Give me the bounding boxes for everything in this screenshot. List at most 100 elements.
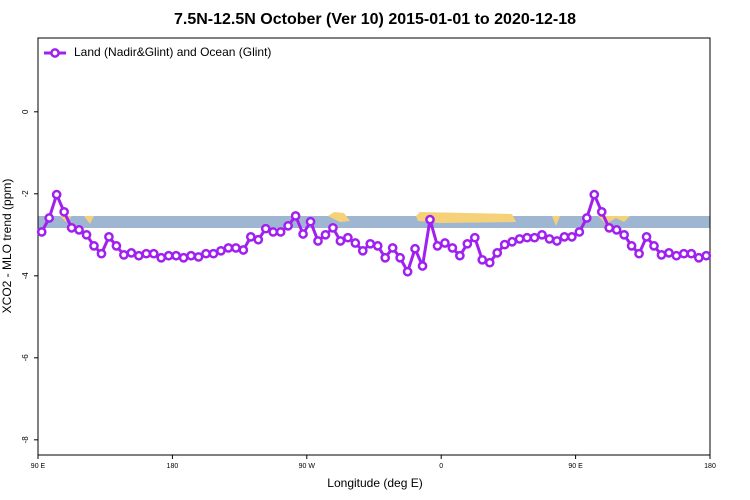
data-point [141, 248, 152, 259]
data-point [66, 222, 77, 233]
data-point [492, 248, 503, 258]
data-point [231, 243, 241, 253]
data-point [238, 245, 249, 255]
legend-marker [50, 48, 60, 58]
data-point [529, 232, 540, 243]
data-point [567, 232, 577, 242]
data-point [537, 229, 547, 240]
data-point [499, 239, 510, 250]
data-point [455, 250, 465, 261]
data-point [604, 222, 615, 233]
data-point [619, 229, 629, 240]
map-band [38, 212, 710, 228]
data-point [679, 248, 689, 259]
data-point [89, 241, 99, 251]
data-point [320, 229, 331, 240]
data-point [328, 222, 338, 233]
data-point [372, 241, 383, 251]
data-point [701, 250, 712, 261]
x-tick-label: 90 E [568, 463, 583, 470]
data-point [656, 250, 667, 260]
data-point [343, 232, 353, 243]
data-point [462, 238, 473, 249]
x-tick-label: 0 [439, 463, 443, 470]
data-point [574, 227, 585, 237]
plot-frame [37, 37, 711, 456]
data-point [417, 261, 428, 271]
data-point [283, 220, 293, 231]
data-point [447, 243, 458, 253]
data-point [507, 236, 517, 247]
data-point [425, 214, 435, 225]
data-point [74, 225, 84, 235]
data-point [634, 248, 644, 259]
data-point [410, 243, 420, 254]
data-point [111, 241, 122, 251]
y-tick-label: -2 [21, 190, 30, 198]
data-point [126, 248, 137, 258]
x-axis-label: Longitude (deg E) [327, 476, 422, 490]
land [60, 212, 630, 226]
data-point [626, 241, 637, 251]
data-point [350, 238, 361, 248]
data-point [589, 189, 600, 200]
data-point [440, 238, 450, 248]
data-point [544, 234, 555, 244]
data-point [365, 238, 376, 249]
data-point [163, 250, 174, 261]
x-tick-label: 90 W [299, 463, 316, 470]
data-point [596, 207, 607, 217]
y-tick-label: 0 [21, 109, 30, 114]
data-point [148, 248, 159, 259]
data-point [275, 227, 286, 237]
data-point [223, 243, 234, 253]
data-point [253, 234, 264, 245]
x-tick-label: 180 [704, 463, 716, 470]
data-point [693, 252, 704, 263]
data-point [119, 250, 129, 260]
chart-title: 7.5N-12.5N October (Ver 10) 2015-01-01 t… [174, 11, 576, 28]
data-point [469, 232, 480, 243]
data-point [395, 252, 405, 263]
data-point [171, 250, 181, 261]
data-point [133, 250, 144, 261]
data-point [484, 257, 495, 268]
x-tick-label: 180 [167, 463, 179, 470]
data-point [649, 241, 659, 251]
legend-label: Land (Nadir&Glint) and Ocean (Glint) [74, 45, 271, 59]
data-point [81, 229, 92, 240]
data-point [260, 223, 271, 234]
y-tick-label: -6 [21, 354, 30, 362]
y-tick-label: -8 [21, 436, 30, 444]
data-point [357, 245, 368, 256]
data-point [178, 252, 189, 263]
data-point [208, 248, 219, 259]
data-point [156, 252, 167, 263]
data-point [402, 266, 413, 277]
data-point [581, 213, 592, 223]
data-point [298, 229, 308, 239]
data-point [522, 232, 532, 243]
data-point [611, 225, 622, 235]
data-point [686, 248, 697, 259]
data-point [664, 248, 674, 258]
x-tick-label: 90 E [31, 463, 46, 470]
data-point [104, 232, 114, 242]
data-point [290, 211, 301, 221]
data-point [59, 207, 69, 217]
data-point [245, 232, 256, 242]
data-point [380, 252, 391, 263]
series-line [40, 190, 707, 276]
data-point [387, 243, 398, 253]
data-point [432, 241, 443, 251]
data-point [96, 248, 107, 259]
data-point [313, 236, 323, 246]
data-point [51, 189, 62, 200]
data-point [477, 254, 488, 265]
data-point [201, 248, 211, 259]
data-point [44, 213, 55, 223]
data-point [186, 250, 196, 261]
ocean-band [38, 216, 710, 228]
data-point [514, 234, 525, 244]
